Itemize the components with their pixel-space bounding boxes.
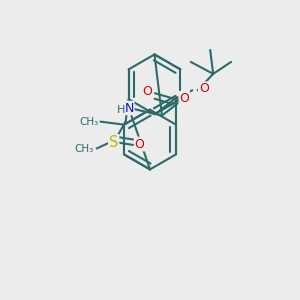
Text: CH₃: CH₃ [80, 117, 99, 127]
Text: O: O [135, 137, 145, 151]
Text: O: O [142, 85, 152, 98]
Text: CH₃: CH₃ [74, 143, 94, 154]
Text: H: H [116, 105, 125, 116]
Text: O: O [179, 92, 189, 105]
Text: O: O [199, 82, 209, 95]
Text: S: S [109, 135, 118, 150]
Text: N: N [124, 101, 134, 115]
